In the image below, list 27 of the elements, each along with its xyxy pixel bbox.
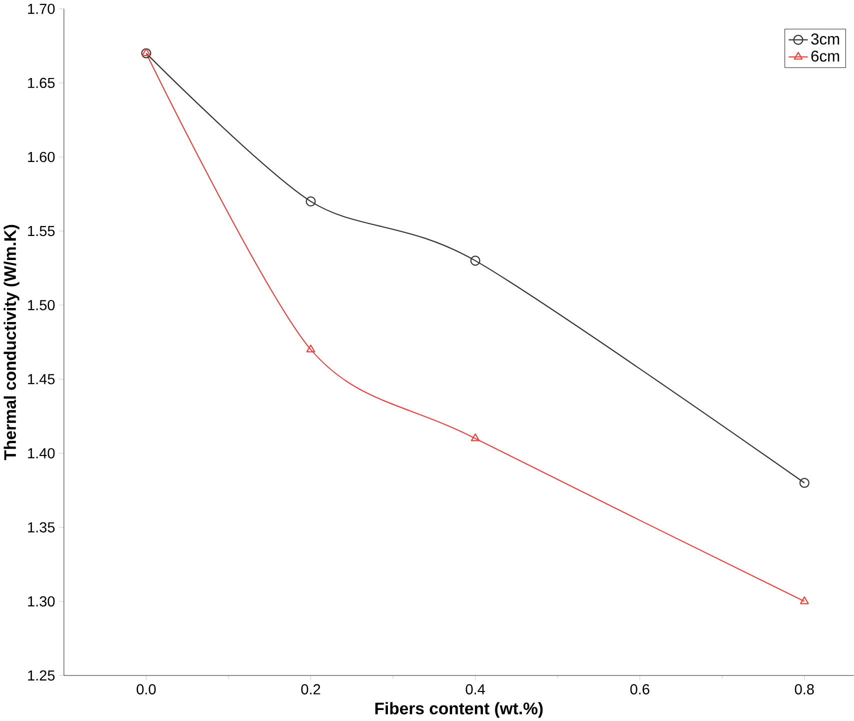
point — [142, 48, 151, 56]
point — [306, 196, 316, 206]
point — [799, 478, 810, 488]
point — [470, 433, 480, 442]
legend-label: 6cm — [811, 50, 840, 62]
x-tick-label: 0.0 — [136, 684, 156, 694]
x-tick-label: 0.2 — [301, 684, 320, 694]
x-tick-label: 0.8 — [794, 684, 814, 694]
x-axis-title: Fibers content (wt.%) — [375, 702, 543, 718]
y-tick-label: 1.55 — [28, 226, 55, 236]
legend-label: 3cm — [811, 33, 840, 44]
point — [470, 255, 480, 266]
y-axis-title: Thermal conductivity (W/m.K) — [4, 224, 20, 460]
y-tick-label: 1.60 — [28, 152, 55, 162]
x-tick-label: 0.4 — [466, 684, 485, 694]
point — [306, 344, 316, 352]
y-tick-label: 1.35 — [28, 522, 55, 532]
y-tick-label: 1.45 — [28, 374, 55, 384]
y-tick-label: 1.40 — [28, 448, 55, 458]
point — [141, 48, 152, 58]
y-tick-label: 1.25 — [28, 670, 55, 680]
y-tick-label: 1.65 — [28, 78, 55, 88]
point — [800, 596, 809, 604]
y-tick-label: 1.70 — [28, 3, 55, 14]
y-tick-label: 1.50 — [28, 300, 55, 310]
x-tick-label: 0.6 — [630, 684, 650, 694]
y-tick-label: 1.30 — [28, 596, 55, 606]
